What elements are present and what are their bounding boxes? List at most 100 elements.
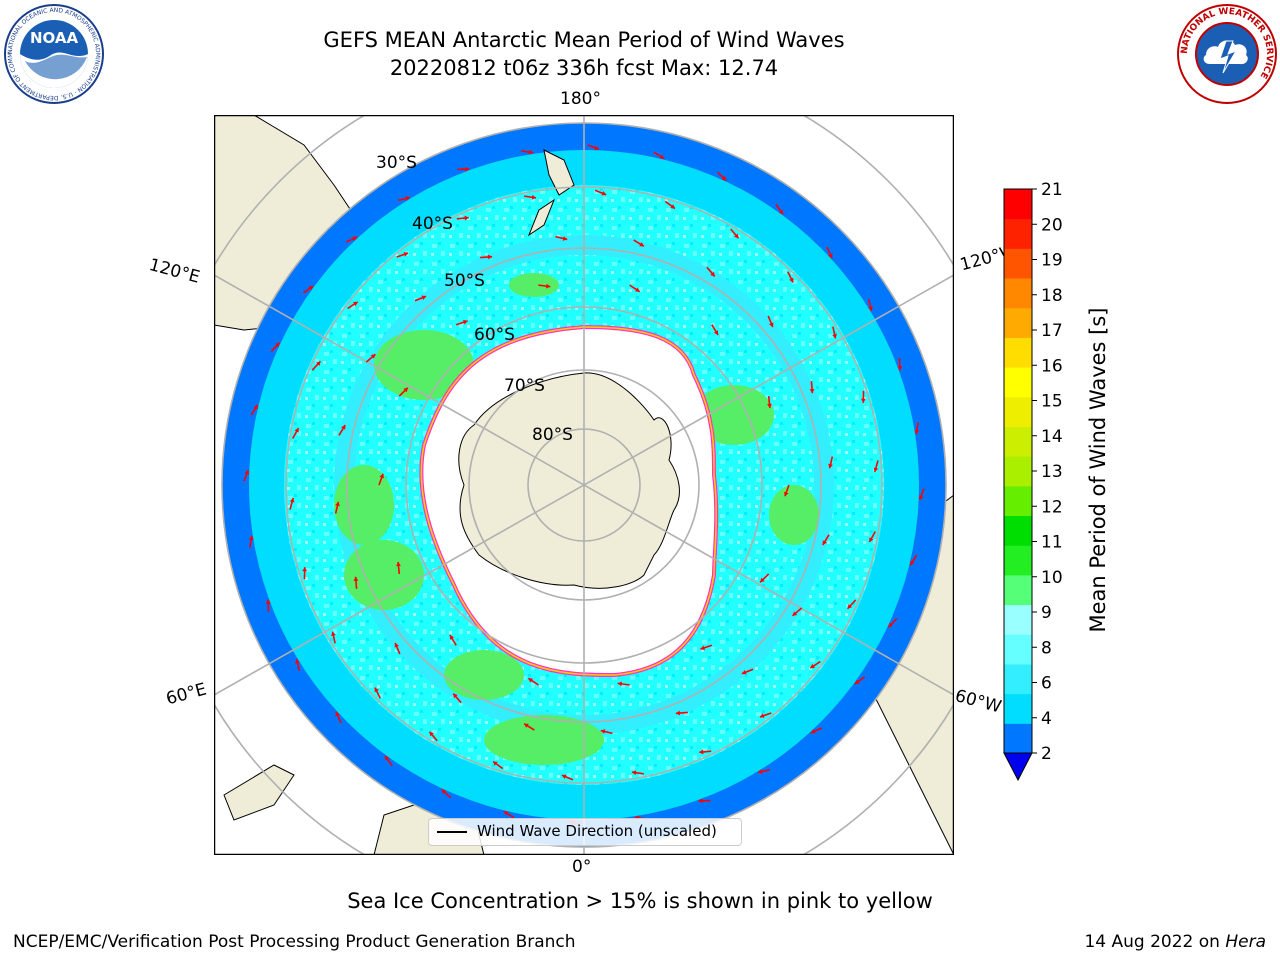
colorbar-tick-label: 18	[1041, 286, 1063, 306]
wind-wave-arrowhead	[295, 659, 300, 664]
wind-wave-arrows	[243, 144, 925, 826]
colorbar-label: Mean Period of Wind Waves [s]	[1086, 307, 1110, 633]
chart-title: GEFS MEAN Antarctic Mean Period of Wind …	[323, 28, 845, 52]
wind-wave-arrowhead	[253, 404, 258, 410]
wind-wave-arrowhead	[528, 149, 534, 155]
legend-line-swatch	[437, 831, 467, 833]
colorbar-swatch	[1004, 426, 1032, 457]
wind-wave-arrowhead	[760, 577, 765, 583]
colorbar-swatch	[1004, 248, 1032, 279]
wind-wave-arrowhead	[710, 271, 715, 277]
wind-wave-arrowhead	[528, 678, 533, 683]
wind-wave-arrowhead	[385, 755, 390, 761]
wind-wave-arrowhead	[847, 604, 853, 609]
colorbar-swatch	[1004, 307, 1032, 338]
wind-wave-arrowhead	[487, 254, 493, 260]
credit-date: 14 Aug 2022 on Hera	[1084, 932, 1266, 952]
colorbar-swatch	[1004, 367, 1032, 398]
madagascar-land	[223, 764, 295, 821]
wind-wave-arrowhead	[758, 769, 763, 774]
colorbar-tick-label: 17	[1041, 321, 1063, 341]
wind-wave-arrowhead	[809, 388, 815, 394]
wind-wave-arrowhead	[341, 425, 346, 430]
colorbar-swatch	[1004, 485, 1032, 517]
sea-ice-edge	[420, 326, 717, 676]
wind-wave-arrowhead	[594, 145, 599, 151]
wind-wave-arrowhead	[860, 398, 866, 403]
wind-wave-arrowhead	[778, 209, 783, 215]
wind-wave-arrowhead	[244, 470, 250, 475]
colorbar-swatch	[1004, 396, 1032, 427]
lon-label-120e: 120°E	[146, 255, 202, 288]
legend-label: Wind Wave Direction (unscaled)	[477, 822, 717, 840]
wind-wave-arrowhead	[854, 679, 860, 684]
wind-wave-arrowhead	[700, 645, 705, 651]
colorbar-swatch	[1004, 189, 1032, 220]
graticule	[214, 115, 954, 855]
colorbar-swatch	[1004, 723, 1032, 754]
wind-wave-arrowhead	[394, 642, 399, 648]
wind-wave-arrowhead	[713, 330, 719, 335]
wind-wave-arrowhead	[421, 295, 427, 300]
wind-wave-arrowhead	[294, 428, 299, 433]
colorbar-tick-label: 11	[1041, 533, 1063, 553]
lon-label-60e: 60°E	[164, 679, 209, 710]
colorbar-tick-label: 21	[1041, 180, 1063, 200]
wind-wave-arrowhead	[429, 731, 434, 737]
wind-wave-arrowhead	[453, 693, 458, 699]
colorbar-swatch	[1004, 634, 1032, 665]
map-legend: Wind Wave Direction (unscaled)	[428, 818, 742, 846]
wind-wave-arrowhead	[914, 429, 920, 435]
wind-wave-arrowhead	[789, 277, 794, 283]
wind-wave-arrowhead	[289, 497, 295, 503]
lat-label-60s: 60°S	[474, 325, 515, 345]
wind-wave-arrowhead	[546, 283, 551, 289]
wind-wave-arrowhead	[631, 770, 637, 776]
new-zealand-land	[527, 149, 575, 237]
colorbar-swatch	[1004, 278, 1032, 309]
wind-wave-arrowhead	[759, 713, 765, 718]
wind-wave-arrowhead	[248, 535, 254, 541]
nws-logo: NATIONAL WEATHER SERVICE	[1177, 4, 1277, 104]
wind-wave-arrowhead	[734, 233, 739, 239]
wind-wave-arrowhead	[493, 761, 498, 766]
colorbar-swatch	[1004, 545, 1032, 576]
colorbar-tick-label: 20	[1041, 215, 1063, 235]
noaa-logo: NOAA NATIONAL OCEANIC AND ATMOSPHERIC AD…	[3, 3, 104, 104]
map-border	[214, 115, 954, 855]
credit-machine: Hera	[1225, 932, 1266, 952]
wind-wave-arrowhead	[918, 495, 924, 500]
lat-label-50s: 50°S	[444, 271, 485, 291]
colorbar-swatch	[1004, 574, 1032, 606]
wind-wave-arrowhead	[353, 576, 359, 582]
wind-wave-arrowhead	[832, 333, 837, 339]
colorbar-tick-label: 2	[1041, 744, 1052, 764]
colorbar-tick-label: 19	[1041, 251, 1063, 271]
wind-wave-arrowhead	[275, 342, 280, 348]
wind-wave-arrowhead	[601, 191, 607, 196]
colorbar-tick-label: 9	[1041, 603, 1052, 623]
colorbar-swatch	[1004, 515, 1032, 546]
polar-map: 30°S 40°S 50°S 60°S 70°S 80°S	[214, 115, 954, 855]
wind-wave-arrowhead	[531, 194, 537, 200]
lat-label-70s: 70°S	[504, 376, 545, 396]
lon-label-0: 0°	[572, 857, 592, 877]
wind-wave-arrowhead	[265, 599, 271, 604]
colorbar-tick-label: 10	[1041, 568, 1063, 588]
wind-wave-arrowhead	[403, 387, 408, 393]
colorbar-tick-label: 14	[1041, 427, 1063, 447]
antarctica-land	[458, 372, 680, 589]
wind-wave-arrowhead	[463, 319, 468, 325]
wind-wave-arrowhead	[828, 253, 833, 259]
wind-wave-arrowhead	[405, 196, 410, 201]
wind-wave-arrowhead	[335, 501, 340, 507]
wind-wave-arrowhead	[810, 729, 816, 734]
wind-wave-arrowhead	[561, 774, 567, 779]
colorbar-swatch	[1004, 693, 1032, 724]
wind-wave-arrowhead	[353, 301, 358, 307]
wind-wave-arrowhead	[769, 322, 774, 328]
wind-wave-arrowhead	[617, 681, 622, 687]
colorbar-swatch	[1004, 218, 1032, 249]
colorbar-tick-label: 12	[1041, 497, 1063, 517]
colorbar: 21 20 19 18 17 16 15 14 13 12 11 10 9 8 6 4 2	[1003, 180, 1063, 782]
